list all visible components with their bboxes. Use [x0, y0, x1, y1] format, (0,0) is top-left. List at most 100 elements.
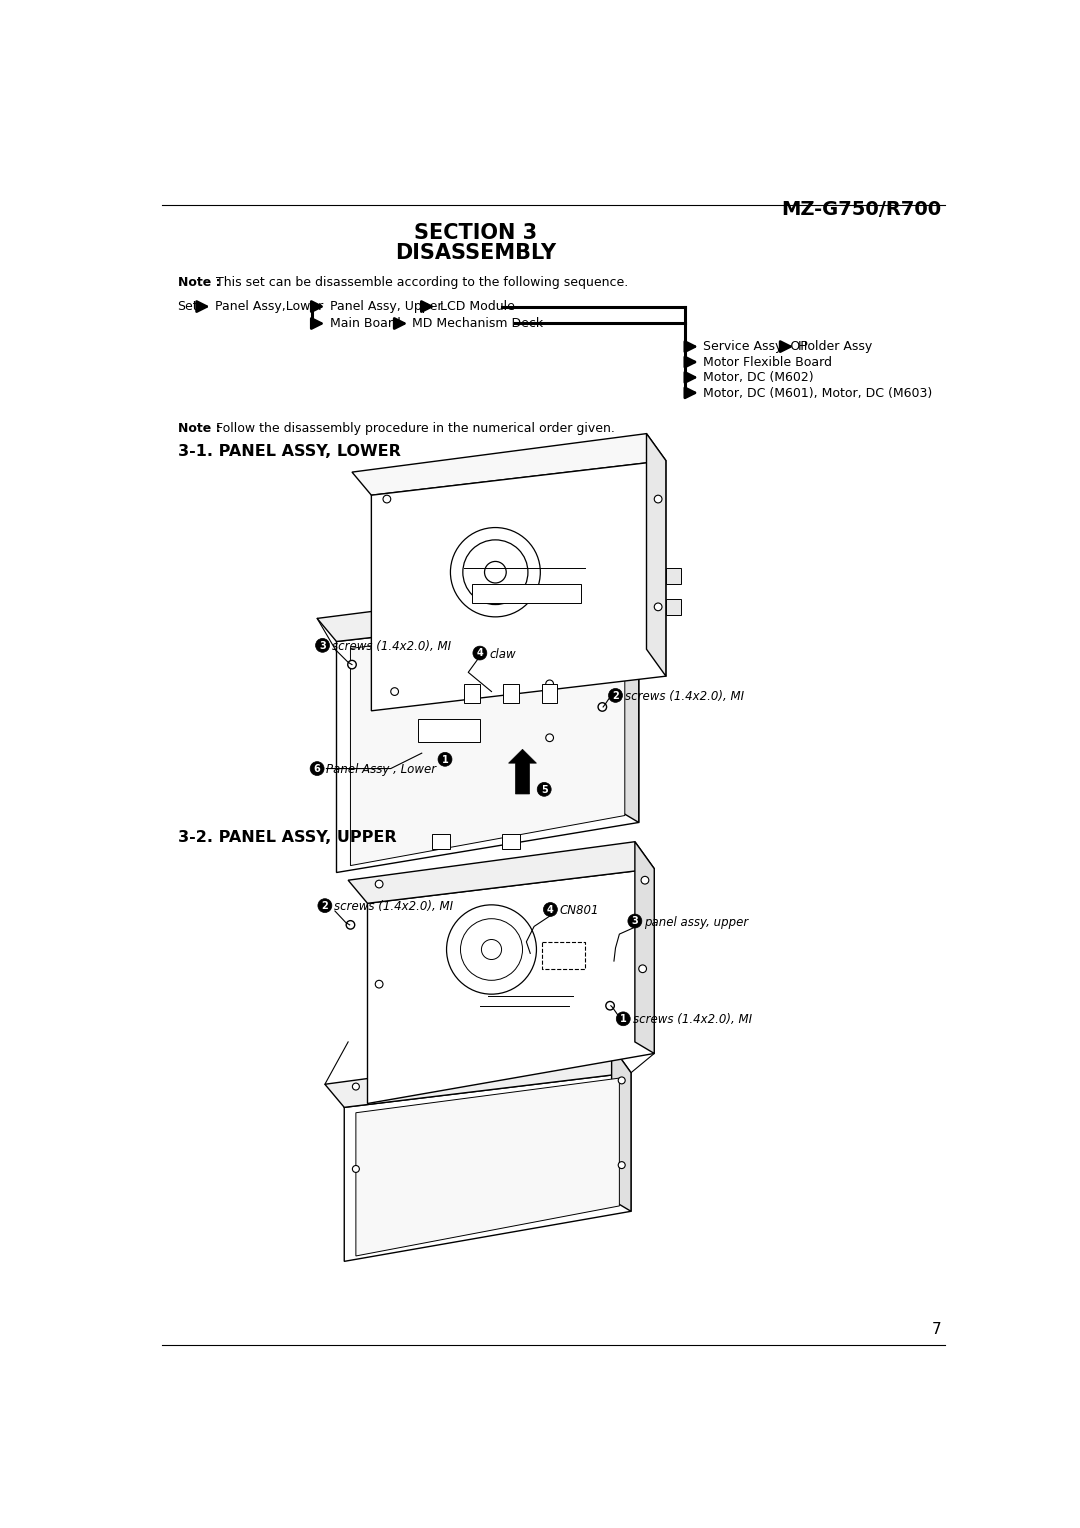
Polygon shape	[350, 614, 625, 865]
Circle shape	[618, 1077, 625, 1083]
Text: screws (1.4x2.0), MI: screws (1.4x2.0), MI	[625, 691, 744, 703]
Text: SECTION 3: SECTION 3	[415, 223, 538, 243]
Text: 1: 1	[620, 1015, 626, 1024]
Text: Motor Flexible Board: Motor Flexible Board	[703, 356, 832, 368]
Polygon shape	[503, 685, 518, 703]
Circle shape	[348, 660, 356, 669]
Circle shape	[606, 1001, 615, 1010]
Polygon shape	[611, 1045, 631, 1212]
Polygon shape	[356, 1079, 619, 1256]
Circle shape	[450, 527, 540, 617]
Circle shape	[482, 940, 501, 960]
Polygon shape	[418, 718, 480, 741]
Text: 3: 3	[320, 640, 326, 651]
Circle shape	[318, 898, 332, 912]
Circle shape	[463, 539, 528, 605]
Circle shape	[383, 495, 391, 503]
Circle shape	[375, 981, 383, 989]
Circle shape	[537, 782, 551, 796]
Text: This set can be disassemble according to the following sequence.: This set can be disassemble according to…	[213, 275, 629, 289]
Polygon shape	[635, 842, 654, 1053]
Circle shape	[654, 495, 662, 503]
Text: Set: Set	[177, 301, 199, 313]
Text: Motor, DC (M601), Motor, DC (M603): Motor, DC (M601), Motor, DC (M603)	[703, 387, 932, 400]
Text: 3-1. PANEL ASSY, LOWER: 3-1. PANEL ASSY, LOWER	[177, 443, 401, 458]
Circle shape	[375, 880, 383, 888]
Circle shape	[347, 921, 354, 929]
Circle shape	[642, 877, 649, 885]
Circle shape	[543, 903, 557, 917]
Polygon shape	[352, 434, 666, 495]
Polygon shape	[432, 834, 450, 850]
Text: screws (1.4x2.0), MI: screws (1.4x2.0), MI	[334, 900, 454, 914]
Text: 6: 6	[314, 764, 321, 775]
Text: Note :: Note :	[177, 275, 220, 289]
Circle shape	[638, 964, 647, 973]
Circle shape	[460, 918, 523, 981]
Text: Motor, DC (M602): Motor, DC (M602)	[703, 371, 813, 384]
Circle shape	[438, 752, 451, 766]
Text: claw: claw	[489, 648, 516, 660]
Circle shape	[617, 1012, 631, 1025]
Text: 2: 2	[322, 902, 328, 911]
Text: MD Mechanism Deck: MD Mechanism Deck	[413, 318, 543, 330]
Polygon shape	[542, 685, 557, 703]
Circle shape	[618, 1161, 625, 1169]
Circle shape	[598, 703, 607, 711]
Circle shape	[391, 688, 399, 695]
Text: Main Board: Main Board	[329, 318, 401, 330]
Polygon shape	[367, 868, 654, 1103]
Circle shape	[446, 905, 537, 995]
Circle shape	[315, 639, 329, 652]
Text: MZ-G750/R700: MZ-G750/R700	[781, 200, 941, 220]
Text: 1: 1	[442, 755, 448, 764]
Text: CN801: CN801	[559, 905, 599, 917]
Text: Follow the disassembly procedure in the numerical order given.: Follow the disassembly procedure in the …	[213, 422, 616, 435]
Text: Service Assy, OP: Service Assy, OP	[703, 341, 808, 353]
Circle shape	[435, 1128, 510, 1203]
Circle shape	[485, 561, 507, 584]
Circle shape	[627, 914, 642, 927]
Polygon shape	[464, 685, 480, 703]
Text: 3-2. PANEL ASSY, UPPER: 3-2. PANEL ASSY, UPPER	[177, 830, 396, 845]
Polygon shape	[348, 842, 654, 903]
Text: panel assy, upper: panel assy, upper	[644, 915, 748, 929]
Circle shape	[545, 680, 554, 688]
Polygon shape	[666, 568, 681, 584]
Circle shape	[310, 761, 324, 776]
Text: screws (1.4x2.0), MI: screws (1.4x2.0), MI	[332, 640, 451, 652]
Text: LCD Module: LCD Module	[440, 301, 514, 313]
Circle shape	[352, 1083, 360, 1089]
Polygon shape	[647, 434, 666, 677]
Polygon shape	[337, 607, 638, 872]
Polygon shape	[472, 584, 581, 604]
Text: Panel Assy , Lower: Panel Assy , Lower	[326, 762, 436, 776]
Text: Panel Assy, Upper: Panel Assy, Upper	[329, 301, 442, 313]
Polygon shape	[509, 749, 537, 795]
Circle shape	[473, 646, 487, 660]
Polygon shape	[345, 1073, 631, 1261]
Text: Holder Assy: Holder Assy	[798, 341, 873, 353]
Text: Panel Assy,Lower: Panel Assy,Lower	[215, 301, 323, 313]
Polygon shape	[619, 581, 638, 822]
Polygon shape	[318, 581, 638, 642]
Text: Note :: Note :	[177, 422, 220, 435]
Polygon shape	[501, 834, 521, 850]
Text: DISASSEMBLY: DISASSEMBLY	[395, 243, 556, 263]
Text: 7: 7	[931, 1322, 941, 1337]
Polygon shape	[666, 599, 681, 614]
Text: screws (1.4x2.0), MI: screws (1.4x2.0), MI	[633, 1013, 752, 1027]
Text: 5: 5	[541, 785, 548, 795]
Circle shape	[450, 1143, 494, 1187]
Text: 4: 4	[476, 648, 483, 659]
Polygon shape	[325, 1045, 631, 1108]
Polygon shape	[526, 1118, 581, 1149]
Circle shape	[545, 733, 554, 741]
Text: 4: 4	[548, 905, 554, 915]
Text: 3: 3	[632, 917, 638, 926]
Text: 2: 2	[612, 691, 619, 701]
Circle shape	[654, 604, 662, 611]
Circle shape	[608, 689, 622, 703]
Circle shape	[352, 1166, 360, 1172]
Polygon shape	[372, 460, 666, 711]
